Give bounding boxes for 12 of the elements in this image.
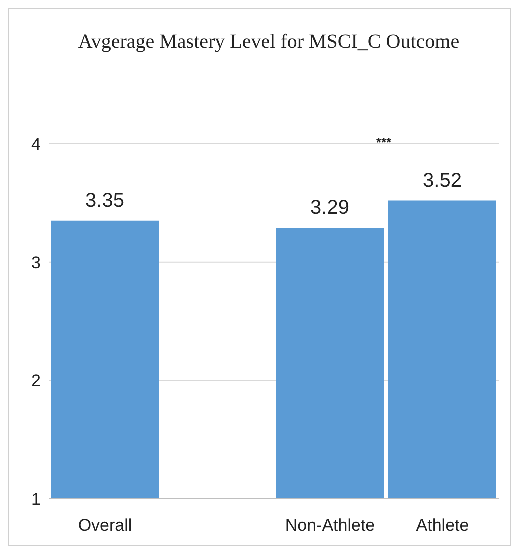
chart-title: Avgerage Mastery Level for MSCI_C Outcome bbox=[77, 30, 461, 55]
data-label: 3.35 bbox=[86, 190, 124, 212]
y-tick-label: 2 bbox=[32, 372, 41, 391]
x-tick-label: Non-Athlete bbox=[285, 516, 376, 536]
y-tick-label: 1 bbox=[32, 490, 41, 510]
data-label: 3.52 bbox=[423, 170, 462, 192]
data-label: 3.29 bbox=[310, 197, 350, 220]
annotation: *** bbox=[375, 135, 393, 150]
y-tick-label: 3 bbox=[32, 253, 41, 272]
x-tick-label: Overall bbox=[78, 516, 132, 536]
x-tick-label: Athlete bbox=[416, 516, 470, 536]
y-tick-label: 4 bbox=[32, 135, 41, 154]
